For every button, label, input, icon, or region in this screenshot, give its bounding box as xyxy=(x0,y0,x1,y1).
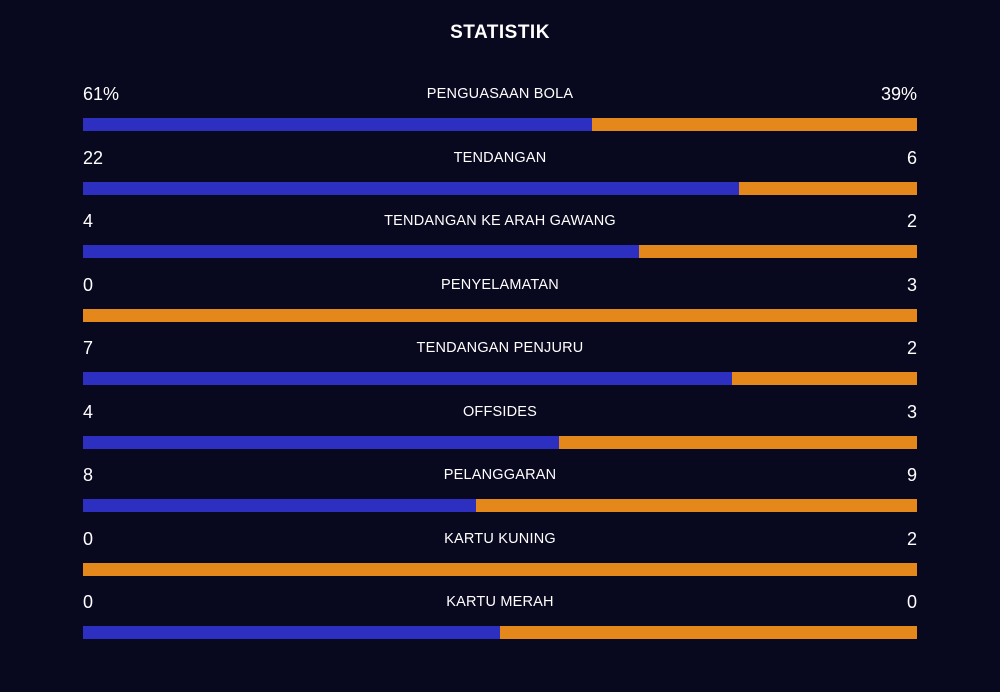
home-value: 4 xyxy=(83,401,94,422)
home-bar-segment xyxy=(83,245,640,258)
stat-label: PELANGGARAN xyxy=(443,467,557,483)
stat-label: PENGUASAAN BOLA xyxy=(426,86,574,102)
stat-label: KARTU KUNING xyxy=(444,530,556,547)
stat-row: 0 PENYELAMATAN 3 xyxy=(83,271,917,335)
away-bar-segment xyxy=(731,372,917,385)
away-bar-segment xyxy=(559,435,917,449)
stat-bar xyxy=(83,372,917,385)
stat-bar xyxy=(83,118,917,131)
stat-bar xyxy=(83,626,917,639)
home-bar-segment xyxy=(83,435,560,449)
away-value: 39% xyxy=(880,84,917,104)
stat-row: 8 PELANGGARAN 9 xyxy=(83,461,917,525)
statistics-title: STATISTIK xyxy=(450,22,550,43)
stat-labels: 7 TENDANGAN PENJURU 2 xyxy=(83,334,917,372)
away-value: 2 xyxy=(906,211,917,231)
stat-label: TENDANGAN xyxy=(453,149,547,166)
stat-bar xyxy=(83,435,917,449)
away-value: 6 xyxy=(906,147,917,168)
stat-label: TENDANGAN PENJURU xyxy=(416,340,584,356)
home-value: 7 xyxy=(83,338,94,358)
home-value: 22 xyxy=(83,147,104,168)
stat-label: TENDANGAN KE ARAH GAWANG xyxy=(384,213,616,229)
stat-row: 0 KARTU KUNING 2 xyxy=(83,525,917,589)
home-value: 0 xyxy=(83,592,94,612)
home-value: 61% xyxy=(83,84,120,104)
away-value: 9 xyxy=(906,465,917,485)
statistics-list: 61% PENGUASAAN BOLA 39% 22 TENDANGAN 6 4 TENDAN… xyxy=(83,80,917,652)
away-bar-segment xyxy=(500,626,917,639)
away-bar-segment xyxy=(639,245,917,258)
away-bar-segment xyxy=(475,499,917,512)
stat-bar xyxy=(83,499,917,512)
away-bar-segment xyxy=(591,118,917,131)
stat-labels: 0 KARTU MERAH 0 xyxy=(83,588,917,626)
stat-row: 4 OFFSIDES 3 xyxy=(83,398,917,462)
stat-labels: 0 KARTU KUNING 2 xyxy=(83,525,917,563)
stat-row: 61% PENGUASAAN BOLA 39% xyxy=(83,80,917,144)
home-bar-segment xyxy=(83,372,732,385)
stat-labels: 0 PENYELAMATAN 3 xyxy=(83,271,917,309)
stat-labels: 4 OFFSIDES 3 xyxy=(83,398,917,436)
away-bar-segment xyxy=(83,308,917,322)
stat-bar xyxy=(83,245,917,258)
home-value: 8 xyxy=(83,465,94,485)
stat-bar xyxy=(83,308,917,322)
home-value: 4 xyxy=(83,211,94,231)
home-bar-segment xyxy=(83,499,476,512)
away-value: 3 xyxy=(906,274,917,295)
away-value: 3 xyxy=(906,401,917,422)
stat-bar xyxy=(83,562,917,576)
stat-bar xyxy=(83,181,917,195)
away-bar-segment xyxy=(738,181,917,195)
stat-row: 0 KARTU MERAH 0 xyxy=(83,588,917,652)
stat-labels: 61% PENGUASAAN BOLA 39% xyxy=(83,80,917,118)
stat-labels: 4 TENDANGAN KE ARAH GAWANG 2 xyxy=(83,207,917,245)
away-bar-segment xyxy=(83,562,917,576)
home-value: 0 xyxy=(83,528,94,549)
stat-row: 22 TENDANGAN 6 xyxy=(83,144,917,208)
away-value: 2 xyxy=(906,338,917,358)
stat-label: KARTU MERAH xyxy=(446,594,554,610)
stat-row: 4 TENDANGAN KE ARAH GAWANG 2 xyxy=(83,207,917,271)
away-value: 0 xyxy=(906,592,917,612)
home-value: 0 xyxy=(83,274,94,295)
stat-row: 7 TENDANGAN PENJURU 2 xyxy=(83,334,917,398)
stat-labels: 8 PELANGGARAN 9 xyxy=(83,461,917,499)
home-bar-segment xyxy=(83,118,592,131)
stat-labels: 22 TENDANGAN 6 xyxy=(83,144,917,182)
stat-label: OFFSIDES xyxy=(462,403,538,420)
home-bar-segment xyxy=(83,181,739,195)
away-value: 2 xyxy=(906,528,917,549)
home-bar-segment xyxy=(83,626,500,639)
stat-label: PENYELAMATAN xyxy=(441,276,559,293)
